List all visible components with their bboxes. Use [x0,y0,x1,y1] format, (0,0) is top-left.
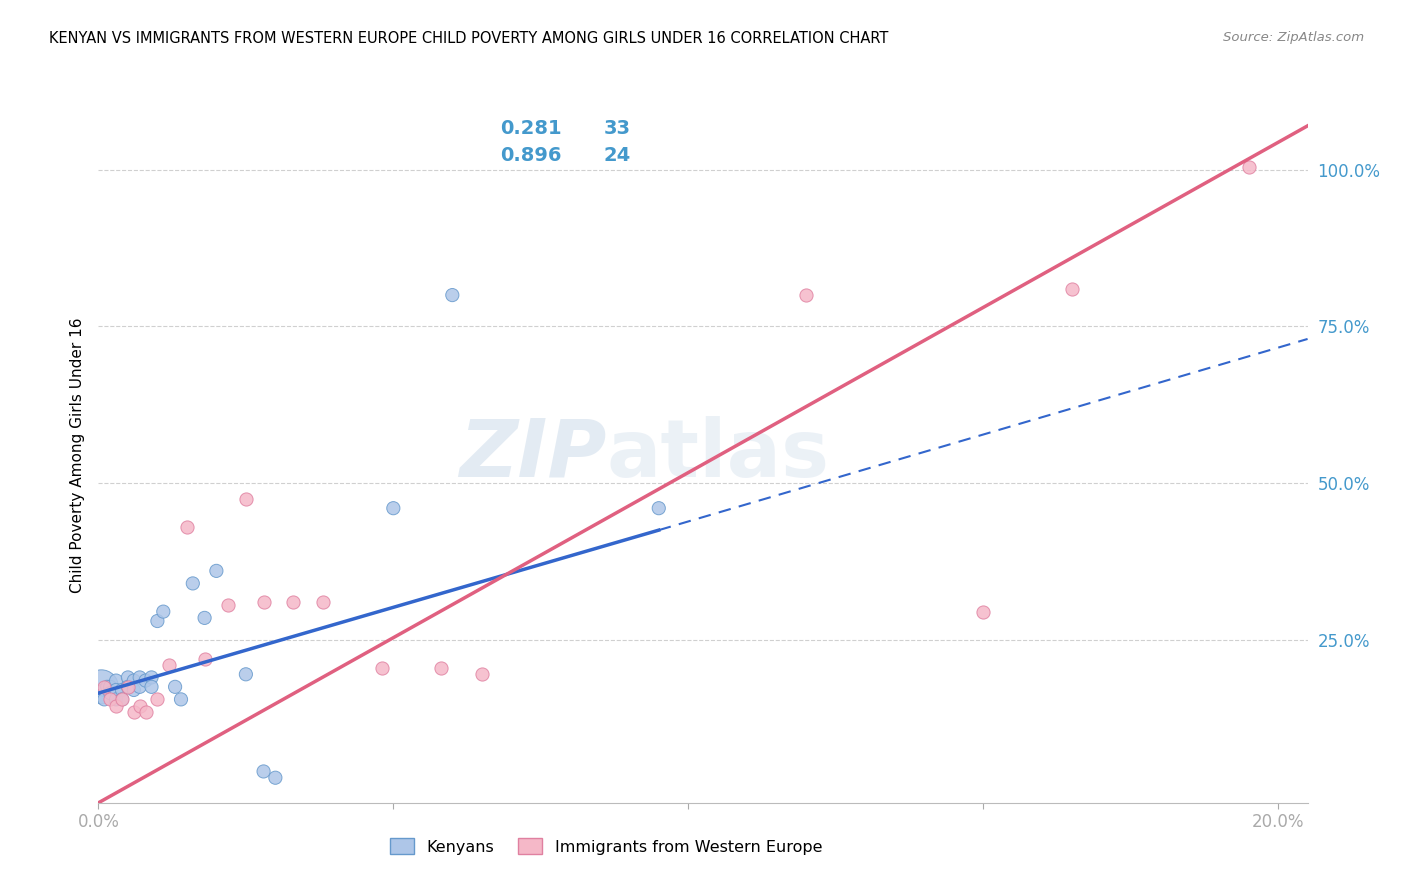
Point [311,595,333,609]
Point [93,692,115,706]
Point [105,673,128,688]
Point [972,605,994,619]
Point [90,680,112,694]
Point [252,595,274,609]
Point [105,698,128,713]
Point [157,657,180,672]
Point [471,667,494,681]
Point [235,667,257,681]
Point [117,680,139,694]
Point [264,771,287,785]
Point [281,595,304,609]
Point [194,611,217,625]
Text: 33: 33 [603,120,631,138]
Point [135,673,157,688]
Text: 24: 24 [603,146,631,165]
Point [181,576,204,591]
Text: 0.896: 0.896 [501,146,561,165]
Point [98,680,121,694]
Point [96,680,118,694]
Point [152,605,174,619]
Point [648,501,671,516]
Point [128,670,150,684]
Point [98,692,121,706]
Point [170,692,193,706]
Point [1060,282,1083,296]
Point [1237,160,1260,174]
Point [117,670,139,684]
Point [122,705,145,719]
Point [176,520,198,534]
Point [165,680,187,694]
Y-axis label: Child Poverty Among Girls Under 16: Child Poverty Among Girls Under 16 [69,318,84,592]
Point [93,680,115,694]
Point [252,764,274,779]
Point [128,680,150,694]
Point [382,501,405,516]
Point [217,599,239,613]
Point [105,692,128,706]
Point [135,705,157,719]
Point [111,683,134,698]
Point [111,692,134,706]
Point [205,564,228,578]
Point [117,680,139,694]
Text: 0.281: 0.281 [501,120,561,138]
Point [122,683,145,698]
Point [370,661,392,675]
Point [429,661,451,675]
Point [128,698,150,713]
Text: atlas: atlas [606,416,830,494]
Text: Source: ZipAtlas.com: Source: ZipAtlas.com [1223,31,1364,45]
Point [98,686,121,700]
Point [194,651,217,665]
Point [794,288,817,302]
Point [93,683,115,698]
Point [111,692,134,706]
Legend: Kenyans, Immigrants from Western Europe: Kenyans, Immigrants from Western Europe [384,831,830,861]
Point [441,288,464,302]
Point [146,614,169,628]
Point [235,491,257,506]
Text: ZIP: ZIP [458,416,606,494]
Point [146,692,169,706]
Point [141,670,163,684]
Point [141,680,163,694]
Text: KENYAN VS IMMIGRANTS FROM WESTERN EUROPE CHILD POVERTY AMONG GIRLS UNDER 16 CORR: KENYAN VS IMMIGRANTS FROM WESTERN EUROPE… [49,31,889,46]
Point [105,683,128,698]
Point [122,673,145,688]
